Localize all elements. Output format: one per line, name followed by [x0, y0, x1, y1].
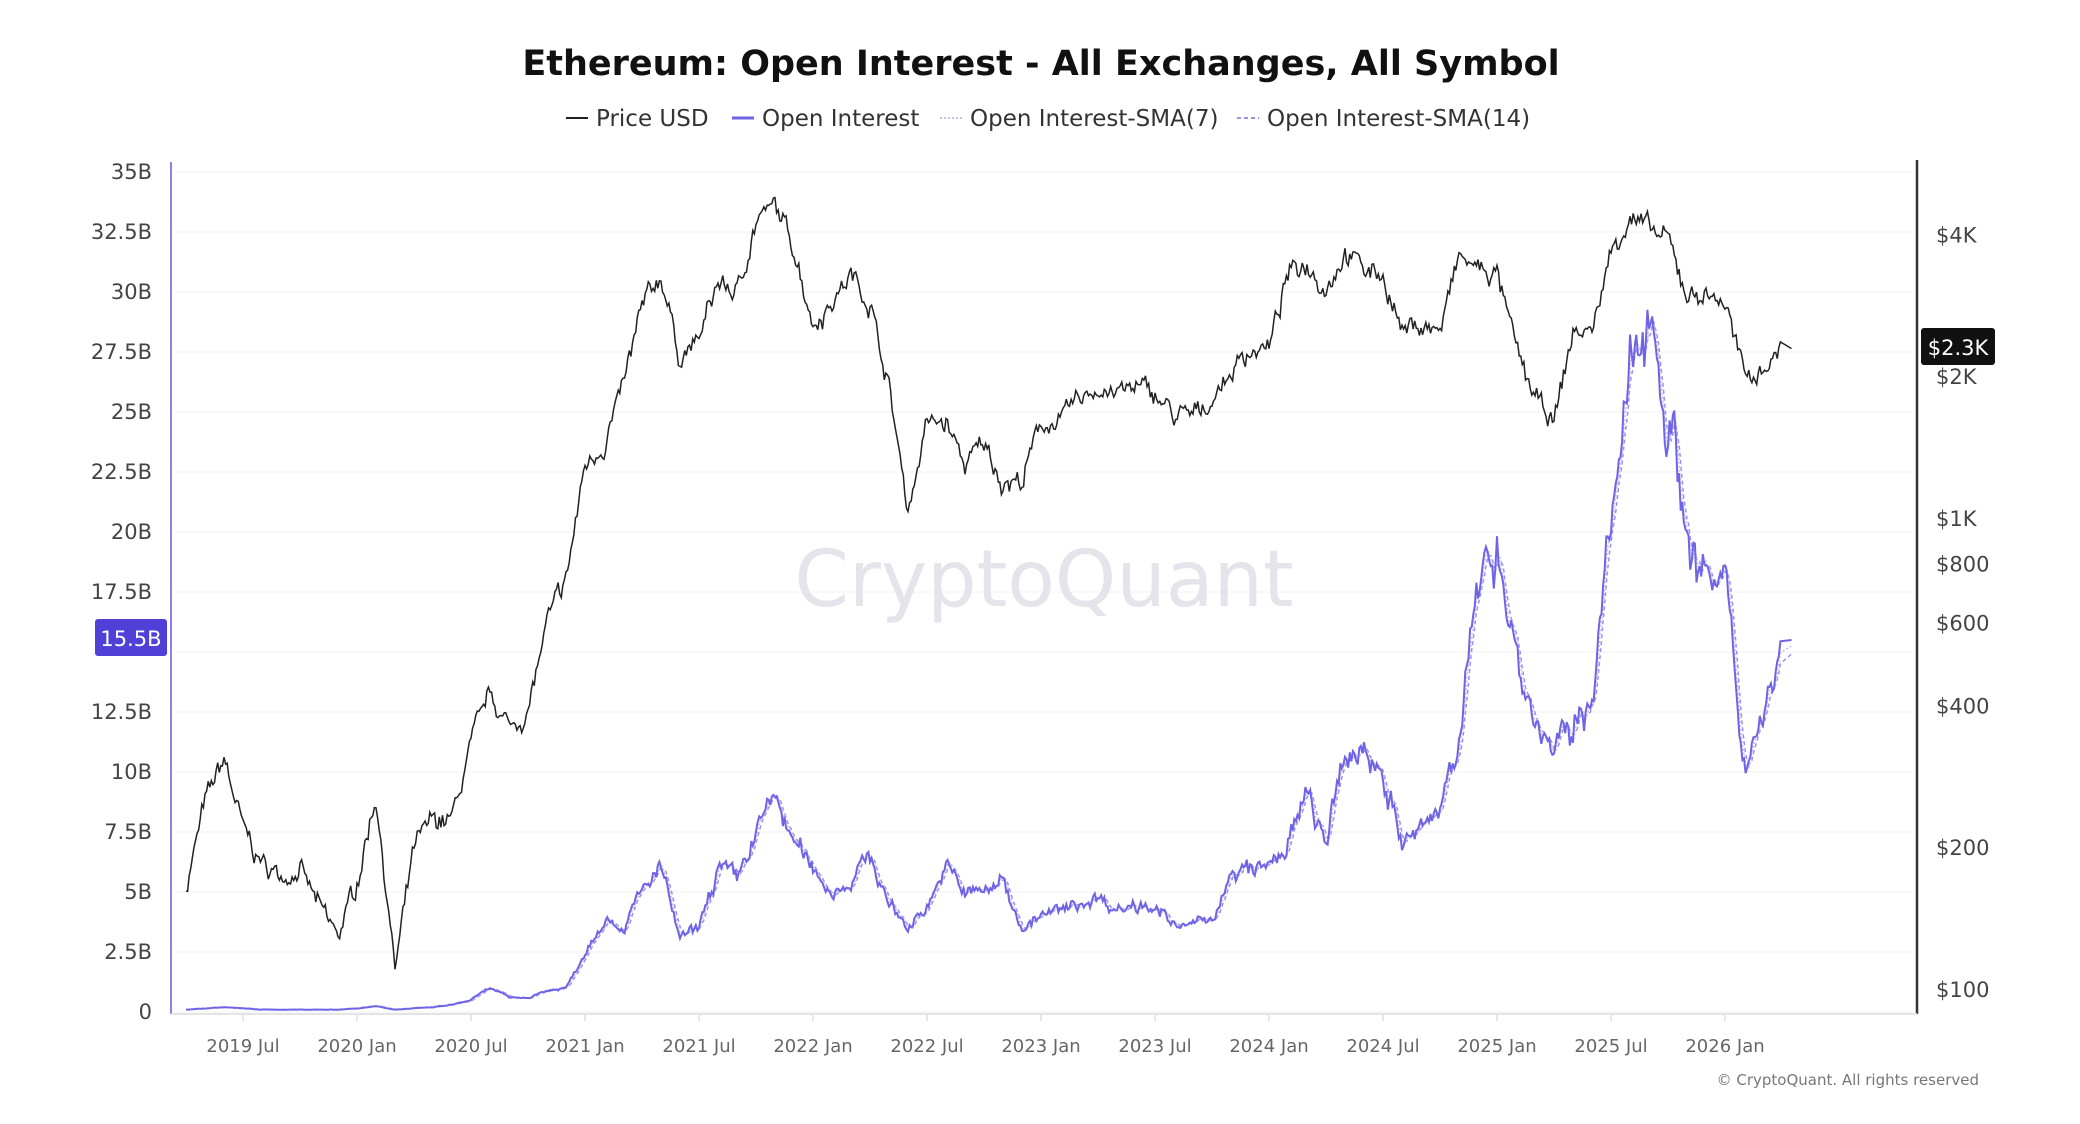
series-price-usd	[185, 196, 1792, 970]
left-tick-label: 35B	[111, 160, 152, 184]
legend-item-open-interest[interactable]: Open Interest	[732, 106, 919, 132]
x-tick-label: 2025 Jan	[1457, 1036, 1536, 1057]
legend-label: Price USD	[596, 106, 709, 132]
left-tick-label: 7.5B	[104, 820, 152, 844]
left-tick-label: 17.5B	[91, 580, 152, 604]
svg-text:15.5B: 15.5B	[100, 627, 161, 651]
watermark: CryptoQuant	[794, 535, 1293, 625]
x-axis: 2019 Jul 2020 Jan 2020 Jul 2021 Jan 2021 Jul…	[206, 1014, 1765, 1057]
left-tick-label: 22.5B	[91, 460, 152, 484]
right-tick-label: $200	[1936, 836, 1989, 860]
x-tick-label: 2019 Jul	[206, 1036, 279, 1057]
x-tick-label: 2023 Jan	[1001, 1036, 1080, 1057]
right-tick-label: $400	[1936, 694, 1989, 718]
legend-item-sma14[interactable]: Open Interest-SMA(14)	[1237, 106, 1530, 132]
left-tick-label: 2.5B	[104, 940, 152, 964]
x-tick-label: 2020 Jan	[317, 1036, 396, 1057]
left-tick-label: 5B	[124, 880, 152, 904]
current-price-badge: $2.3K	[1921, 328, 1995, 365]
x-tick-label: 2024 Jul	[1346, 1036, 1419, 1057]
svg-text:$2.3K: $2.3K	[1928, 336, 1990, 360]
x-tick-label: 2024 Jan	[1229, 1036, 1308, 1057]
chart-title: Ethereum: Open Interest - All Exchanges,…	[522, 44, 1559, 84]
legend-label: Open Interest	[762, 106, 919, 132]
left-tick-label: 32.5B	[91, 220, 152, 244]
right-axis: $100 $200 $400 $600 $800 $1K $2K $4K	[1936, 223, 1989, 1002]
left-tick-label: 10B	[111, 760, 152, 784]
x-tick-label: 2023 Jul	[1118, 1036, 1191, 1057]
legend: Price USD Open Interest Open Interest-SM…	[566, 106, 1530, 132]
right-tick-label: $1K	[1936, 507, 1978, 531]
series-open-interest-sma7	[186, 318, 1792, 1011]
copyright: © CryptoQuant. All rights reserved	[1717, 1071, 1979, 1089]
legend-label: Open Interest-SMA(7)	[970, 106, 1218, 132]
x-tick-label: 2026 Jan	[1685, 1036, 1764, 1057]
x-tick-label: 2021 Jan	[545, 1036, 624, 1057]
legend-label: Open Interest-SMA(14)	[1267, 106, 1530, 132]
right-tick-label: $2K	[1936, 365, 1978, 389]
x-tick-label: 2022 Jul	[890, 1036, 963, 1057]
left-tick-label: 25B	[111, 400, 152, 424]
left-axis: 0 2.5B 5B 7.5B 10B 12.5B 17.5B 20B 22.5B 25B 27.5B…	[91, 160, 152, 1024]
series-open-interest	[186, 309, 1792, 1011]
right-tick-label: $800	[1936, 553, 1989, 577]
x-tick-label: 2025 Jul	[1574, 1036, 1647, 1057]
right-tick-label: $600	[1936, 611, 1989, 635]
left-tick-label: 27.5B	[91, 340, 152, 364]
x-tick-label: 2022 Jan	[773, 1036, 852, 1057]
series-lines	[185, 196, 1792, 1011]
left-tick-label: 20B	[111, 520, 152, 544]
left-tick-label: 30B	[111, 280, 152, 304]
x-tick-label: 2020 Jul	[434, 1036, 507, 1057]
current-oi-badge: 15.5B	[95, 619, 167, 656]
right-tick-label: $4K	[1936, 223, 1978, 247]
right-tick-label: $100	[1936, 978, 1989, 1002]
x-tick-label: 2021 Jul	[662, 1036, 735, 1057]
left-tick-label: 12.5B	[91, 700, 152, 724]
legend-item-sma7[interactable]: Open Interest-SMA(7)	[940, 106, 1218, 132]
left-tick-label: 0	[139, 1000, 152, 1024]
legend-item-price[interactable]: Price USD	[566, 106, 709, 132]
series-open-interest-sma14	[186, 320, 1792, 1011]
